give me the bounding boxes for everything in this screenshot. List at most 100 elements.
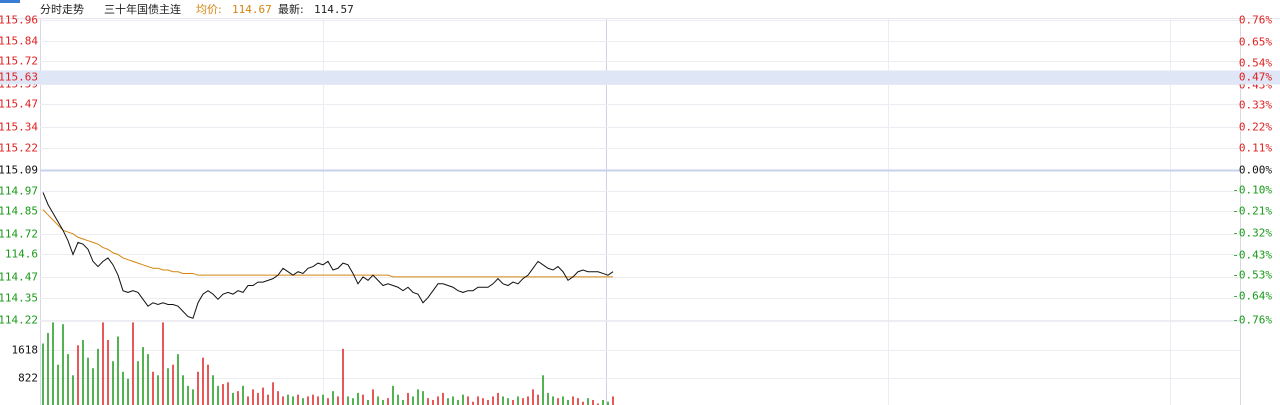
avg-label: 均价:	[196, 3, 222, 16]
avg-value: 114.67	[232, 3, 272, 16]
contract-name: 三十年国债主连	[104, 2, 181, 16]
volume-bar	[482, 398, 484, 405]
volume-bar	[197, 371, 199, 405]
y2-tick-label: 0.54%	[1239, 57, 1272, 70]
volume-bar	[502, 396, 504, 405]
volume-bar	[287, 394, 289, 405]
volume-bar	[382, 399, 384, 405]
volume-bar	[547, 392, 549, 405]
volume-bar	[92, 368, 94, 405]
volume-bar	[207, 364, 209, 405]
volume-bar	[572, 396, 574, 405]
y2-tick-label: -0.21%	[1232, 205, 1272, 218]
volume-bar	[557, 398, 559, 405]
y2-tick-label: -0.43%	[1232, 249, 1272, 262]
y2-tick-label: 0.11%	[1239, 142, 1272, 155]
volume-bar	[347, 396, 349, 405]
y-tick-label: 115.34	[0, 121, 38, 134]
volume-bar	[147, 354, 149, 405]
volume-bar	[522, 398, 524, 405]
volume-bar	[162, 322, 164, 405]
volume-bar	[372, 389, 374, 405]
last-value: 114.57	[314, 3, 354, 16]
volume-bar	[452, 396, 454, 405]
y-tick-label: 114.85	[0, 205, 38, 218]
volume-bar	[437, 396, 439, 405]
y2-tick-label: 0.65%	[1239, 36, 1272, 49]
volume-bar	[157, 375, 159, 405]
y2-tick-label: 0.00%	[1239, 164, 1272, 177]
volume-bar	[77, 345, 79, 405]
volume-bar	[467, 396, 469, 405]
volume-bar	[462, 394, 464, 405]
volume-bar	[177, 354, 179, 405]
volume-bar	[202, 357, 204, 405]
volume-tick-label: 822	[18, 372, 38, 385]
volume-bar	[97, 348, 99, 405]
volume-bar	[212, 375, 214, 405]
volume-bar	[352, 398, 354, 405]
volume-bar	[562, 396, 564, 405]
volume-bar	[257, 392, 259, 405]
volume-bar	[112, 361, 114, 405]
y2-tick-label: 0.76%	[1239, 14, 1272, 27]
volume-bar	[312, 394, 314, 405]
y2-tick-label: -0.64%	[1232, 290, 1272, 303]
volume-bar	[517, 396, 519, 405]
volume-bar	[492, 396, 494, 405]
volume-bar	[87, 357, 89, 405]
y-tick-label: 115.22	[0, 142, 38, 155]
volume-bar	[417, 389, 419, 405]
volume-bar	[272, 382, 274, 405]
volume-tick-label: 1618	[12, 344, 39, 357]
volume-bar	[192, 389, 194, 405]
volume-bar	[337, 396, 339, 405]
volume-bar	[577, 398, 579, 405]
volume-bar	[407, 392, 409, 405]
crosshair-y-label: 115.63	[0, 71, 38, 84]
volume-bar	[377, 396, 379, 405]
y2-tick-label: 0.22%	[1239, 121, 1272, 134]
volume-bar	[277, 391, 279, 405]
volume-bar	[322, 394, 324, 405]
volume-bar	[512, 399, 514, 405]
volume-bar	[137, 361, 139, 405]
volume-bar	[52, 322, 54, 405]
volume-bar	[217, 385, 219, 405]
volume-bar	[72, 375, 74, 405]
y-tick-label: 115.84	[0, 35, 38, 48]
volume-bar	[427, 398, 429, 405]
y-tick-label: 114.6	[5, 248, 38, 261]
volume-bar	[242, 385, 244, 405]
volume-bar	[592, 399, 594, 405]
y2-tick-label: -0.10%	[1232, 184, 1272, 197]
volume-bar	[317, 396, 319, 405]
volume-bar	[307, 396, 309, 405]
volume-bar	[122, 371, 124, 405]
volume-bar	[107, 340, 109, 405]
volume-bar	[187, 385, 189, 405]
volume-bar	[442, 392, 444, 405]
volume-bar	[507, 398, 509, 405]
volume-bar	[422, 391, 424, 405]
y-tick-label: 114.35	[0, 292, 38, 305]
volume-bar	[612, 396, 614, 405]
volume-bar	[387, 398, 389, 405]
volume-bar	[67, 354, 69, 405]
volume-bar	[142, 347, 144, 405]
volume-bar	[292, 396, 294, 405]
volume-bar	[132, 322, 134, 405]
volume-bar	[532, 389, 534, 405]
volume-bar	[542, 375, 544, 405]
volume-bar	[597, 403, 599, 405]
volume-bar	[172, 364, 174, 405]
volume-bar	[607, 401, 609, 405]
y2-tick-label: 0.33%	[1239, 99, 1272, 112]
volume-bar	[42, 343, 44, 405]
volume-bar	[457, 399, 459, 405]
volume-bar	[567, 399, 569, 405]
crosshair-band	[0, 70, 1280, 85]
volume-bar	[57, 364, 59, 405]
volume-bar	[237, 391, 239, 405]
volume-bar	[472, 401, 474, 405]
